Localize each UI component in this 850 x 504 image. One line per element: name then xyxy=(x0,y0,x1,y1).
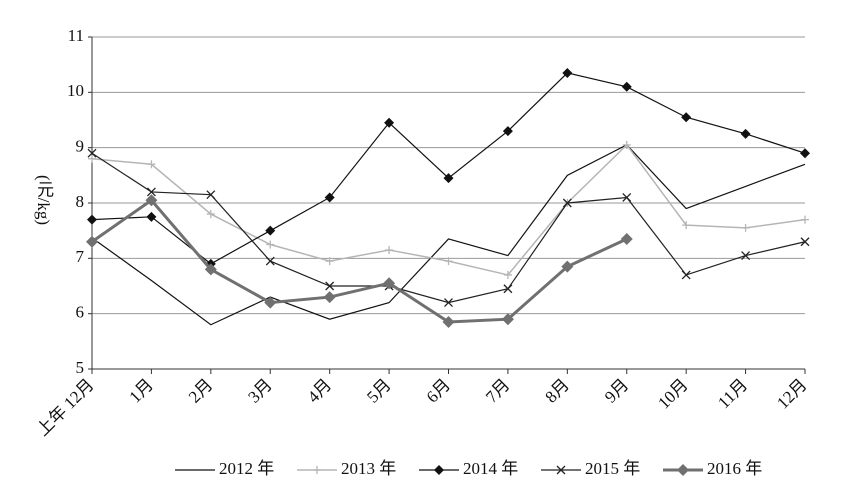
y-tick-label: 8 xyxy=(76,192,85,211)
point-marker xyxy=(800,237,810,247)
y-tick-label: 11 xyxy=(68,26,84,45)
point-marker xyxy=(800,148,810,159)
point-marker xyxy=(622,193,632,202)
x-tick-label: 6月 xyxy=(423,375,454,406)
point-marker xyxy=(503,284,513,294)
point-marker xyxy=(266,240,275,249)
point-marker xyxy=(323,291,336,304)
point-marker xyxy=(622,140,631,149)
legend-marker xyxy=(434,465,444,475)
y-axis-label: (元/kg) xyxy=(34,175,54,225)
point-marker xyxy=(682,221,691,230)
point-marker xyxy=(503,270,512,279)
y-tick-label: 7 xyxy=(76,247,85,266)
point-marker xyxy=(444,257,453,266)
point-marker xyxy=(383,277,396,290)
point-marker xyxy=(385,246,394,255)
point-marker xyxy=(741,223,750,232)
point-marker xyxy=(325,281,335,291)
point-marker xyxy=(621,81,632,92)
legend-label: 2012 年 xyxy=(219,459,274,478)
x-tick-label: 4月 xyxy=(304,375,335,406)
x-tick-label: 10月 xyxy=(654,375,691,412)
point-marker xyxy=(264,296,277,309)
point-marker xyxy=(325,257,334,266)
point-marker xyxy=(442,315,455,328)
point-marker xyxy=(204,263,217,276)
point-marker xyxy=(681,112,692,123)
legend-marker xyxy=(313,466,321,474)
series-line xyxy=(91,144,806,326)
point-marker xyxy=(87,148,97,158)
legend-marker xyxy=(677,464,689,476)
y-tick-label: 6 xyxy=(76,303,85,322)
y-tick-label: 5 xyxy=(76,358,85,377)
x-tick-label: 8月 xyxy=(541,375,572,406)
point-marker xyxy=(620,232,633,245)
point-marker xyxy=(562,67,573,78)
x-tick-label: 2月 xyxy=(185,375,216,406)
point-marker xyxy=(801,215,809,224)
point-marker xyxy=(88,154,96,163)
point-marker xyxy=(265,256,275,266)
point-marker xyxy=(384,117,395,128)
legend-label: 2014 年 xyxy=(463,459,518,478)
point-marker xyxy=(444,298,453,308)
legend-label: 2015 年 xyxy=(585,459,640,478)
x-tick-label: 7月 xyxy=(482,375,513,406)
point-marker xyxy=(502,126,513,137)
legend-label: 2016 年 xyxy=(707,459,762,478)
point-marker xyxy=(265,225,276,236)
point-marker xyxy=(147,160,156,169)
legend-marker xyxy=(556,465,566,475)
y-tick-label: 10 xyxy=(67,81,84,100)
point-marker xyxy=(562,198,572,208)
legend-label: 2013 年 xyxy=(341,459,396,478)
point-marker xyxy=(740,128,751,139)
point-marker xyxy=(145,194,158,207)
x-tick-label: 1月 xyxy=(126,375,157,406)
point-marker xyxy=(681,270,691,280)
point-marker xyxy=(324,192,335,203)
y-tick-label: 9 xyxy=(76,137,85,156)
point-marker xyxy=(86,235,98,248)
point-marker xyxy=(206,190,216,200)
x-tick-label: 上年 12月 xyxy=(33,375,98,440)
point-marker xyxy=(146,187,156,197)
point-marker xyxy=(87,214,97,225)
point-marker xyxy=(741,251,751,261)
point-marker xyxy=(146,211,157,222)
point-marker xyxy=(206,210,215,219)
point-marker xyxy=(501,313,514,326)
series-line xyxy=(91,198,628,324)
point-marker xyxy=(561,260,574,273)
point-marker xyxy=(443,173,454,184)
x-tick-label: 12月 xyxy=(773,375,810,412)
series-line xyxy=(91,72,806,265)
x-tick-label: 3月 xyxy=(244,375,275,406)
x-tick-label: 5月 xyxy=(363,375,394,406)
x-tick-label: 9月 xyxy=(601,375,632,406)
x-tick-label: 11月 xyxy=(714,375,751,412)
